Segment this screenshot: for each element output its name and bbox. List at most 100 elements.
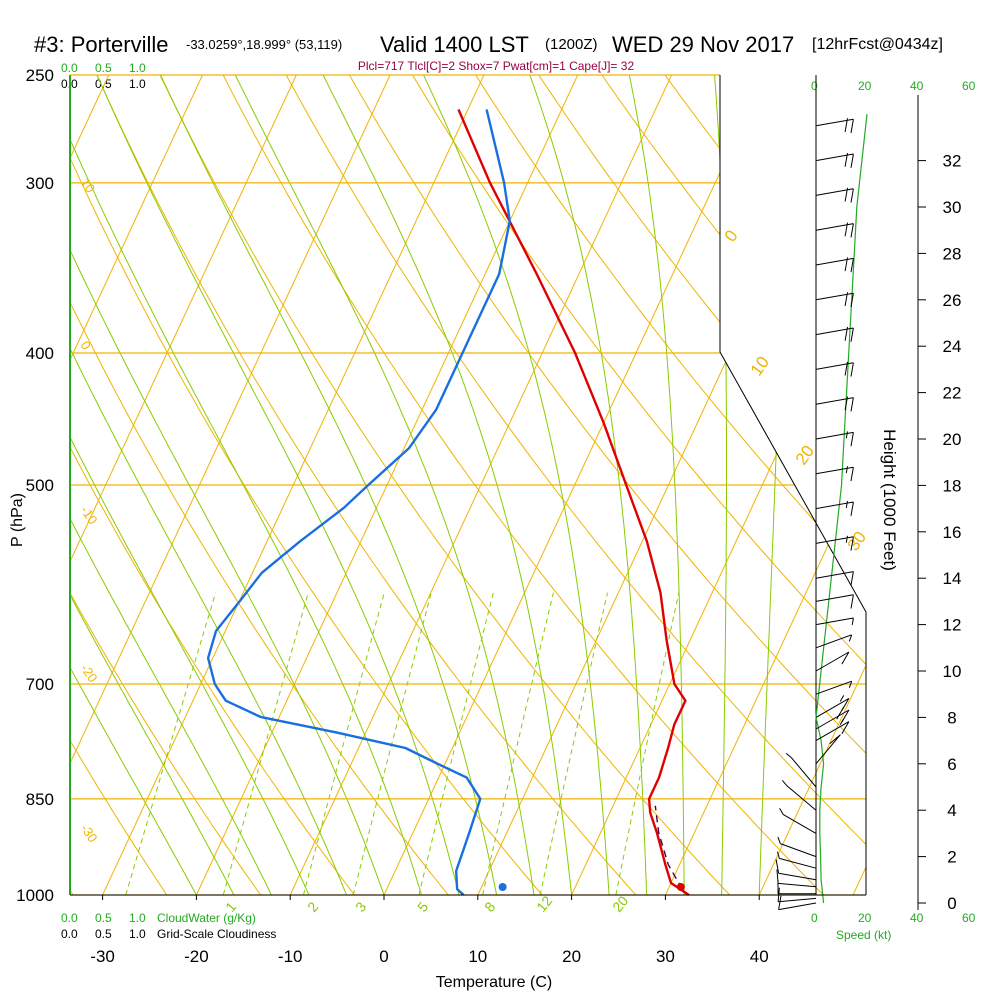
isobar-grid (70, 74, 867, 896)
moist-adiabat-line (70, 75, 272, 895)
height-tick-label: 20 (943, 430, 962, 449)
dry-adiabat-line (348, 75, 866, 895)
speed-tick-bottom: 60 (962, 911, 976, 925)
height-tick-label: 32 (943, 152, 962, 171)
pressure-tick-label: 500 (26, 476, 54, 495)
mixing-ratio-line (352, 592, 432, 895)
dry-adiabat-line (981, 75, 1000, 895)
mixing-ratio-label: 20 (609, 893, 631, 915)
sounding-stats: Plcl=717 Tlcl[C]=2 Shox=7 Pwat[cm]=1 Cap… (358, 59, 635, 73)
isotherm-label: 30 (844, 528, 870, 554)
height-tick-label: 24 (943, 337, 962, 356)
wind-barb (815, 617, 854, 626)
x-tick-label: 20 (562, 947, 581, 966)
height-tick-label: 14 (943, 569, 962, 588)
cloudwater-tick-top: 1.0 (129, 61, 146, 75)
x-tick-label: -30 (90, 947, 115, 966)
forecast-info: [12hrFcst@0434z] (812, 36, 943, 53)
wind-barb (785, 753, 817, 788)
mixing-ratio-label: 2 (304, 899, 321, 915)
mixing-ratio-label: 12 (533, 893, 555, 915)
wind-barb (815, 257, 854, 273)
dry-adiabat-line (475, 75, 866, 895)
mixing-ratio-line (125, 592, 217, 895)
mixing-ratio-line (222, 592, 309, 895)
height-tick-label: 12 (943, 616, 962, 635)
x-axis-label: Temperature (C) (436, 974, 552, 991)
cloudwater-tick-bottom: 1.0 (129, 911, 146, 925)
surface-dewpoint-marker (498, 883, 507, 891)
wind-barb (815, 634, 853, 649)
height-tick-label: 10 (943, 662, 962, 681)
surface-temperature-marker (676, 883, 685, 891)
x-tick-label: 10 (468, 947, 487, 966)
parcel-line (654, 805, 683, 890)
axes: -30 -20 -10 0 10 20 30 402503004005007008501000… (16, 66, 961, 966)
pressure-tick-label: 300 (26, 174, 54, 193)
dry-adiabat-line (854, 75, 866, 895)
dry-adiabat-line (70, 75, 168, 895)
dry-adiabat-line (285, 75, 866, 895)
isotherm-line (852, 75, 866, 895)
dew-point-line (206, 109, 511, 896)
cloudwater-tick-bottom: 0.5 (95, 911, 112, 925)
cloudiness-tick-bottom: 1.0 (129, 927, 146, 941)
x-tick-label: 40 (750, 947, 769, 966)
wind-barb (815, 594, 854, 609)
pressure-tick-label: 1000 (16, 886, 54, 905)
speed-tick-top: 0 (811, 79, 818, 93)
speed-label: Speed (kt) (836, 928, 891, 942)
dry-adiabat-label: 10 (78, 175, 99, 195)
height-axis-label: Height (1000 Feet) (880, 429, 899, 571)
dry-adiabat-line (70, 75, 543, 895)
speed-tick-top: 40 (910, 79, 924, 93)
wind-barb (815, 187, 854, 203)
mixing-ratio-label: 8 (481, 899, 498, 915)
wind-barb (815, 680, 853, 695)
x-tick-label: 30 (656, 947, 675, 966)
isotherm-label: 0 (721, 227, 742, 246)
wind-barb (815, 292, 854, 308)
height-tick-label: 16 (943, 523, 962, 542)
x-tick-label: -20 (184, 947, 209, 966)
speed-tick-top: 60 (962, 79, 976, 93)
dry-adiabat-line (70, 75, 262, 895)
wind-barb (815, 571, 854, 586)
cloudwater-tick-bottom: 0.0 (61, 911, 78, 925)
height-tick-label: 0 (947, 894, 956, 913)
isotherm-line (70, 75, 203, 895)
dry-adiabat-label: -10 (78, 503, 101, 527)
height-tick-label: 18 (943, 476, 962, 495)
height-tick-label: 28 (943, 244, 962, 263)
wind-barb (815, 695, 850, 718)
plot-boundary-right (719, 75, 867, 895)
height-tick-label: 26 (943, 291, 962, 310)
sounding-series (206, 109, 690, 896)
moist-adiabat-line (628, 75, 685, 895)
y-axis-label: P (hPa) (9, 493, 26, 547)
speed-tick-bottom: 40 (910, 911, 924, 925)
cloudiness-tick-top: 1.0 (129, 77, 146, 91)
wind-barb (815, 651, 850, 672)
wind-barb (815, 396, 854, 412)
mixing-ratio-line (303, 592, 385, 895)
dry-adiabat-line (222, 75, 824, 895)
height-tick-label: 6 (947, 755, 956, 774)
isotherm-label: 20 (792, 442, 818, 468)
x-tick-label: 0 (379, 947, 388, 966)
wind-barb (775, 859, 817, 881)
temperature-line (457, 109, 690, 896)
dry-adiabat-line (70, 75, 449, 895)
wind-barb (815, 466, 854, 482)
dry-adiabat-line (159, 75, 731, 895)
mixing-ratio-label: 5 (414, 899, 431, 915)
mixing-ratio-line (615, 592, 680, 895)
dry-adiabat-label: 0 (78, 338, 94, 353)
cloudiness-label: Grid-Scale Cloudiness (157, 927, 276, 941)
wind-barb (815, 535, 854, 551)
dry-adiabat-line (412, 75, 866, 895)
moist-adiabat-grid (70, 75, 787, 895)
moist-adiabat-line (322, 75, 573, 895)
